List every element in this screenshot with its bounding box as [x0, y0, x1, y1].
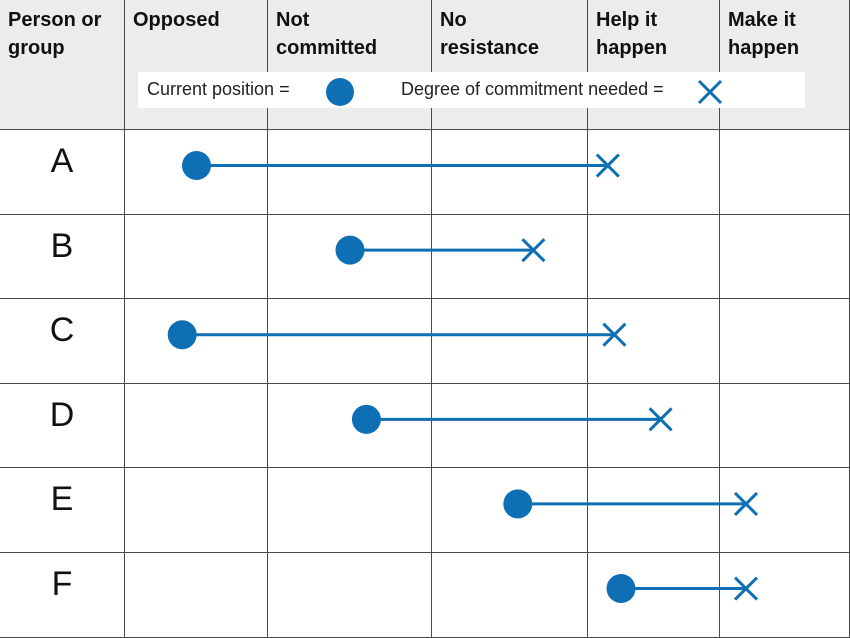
grid-cell [125, 383, 268, 469]
current-position-marker-d [351, 404, 381, 434]
grid-cell [588, 468, 720, 553]
grid-cell [432, 553, 588, 638]
header-label-help: Help it happen [596, 9, 668, 59]
current-position-marker-f [606, 574, 636, 604]
header-cell-person: Person or group [0, 0, 125, 130]
needed-commitment-marker-a [595, 153, 620, 178]
grid-cell [0, 553, 125, 638]
header-label-person: Person or group [8, 9, 102, 59]
current-position-marker-e [503, 489, 533, 519]
row-label-f: F [51, 565, 73, 603]
grid-cell [720, 468, 850, 553]
header-cell-help: Help it happen [588, 0, 720, 130]
row-label-b: B [50, 226, 74, 265]
grid-cell [268, 383, 432, 469]
header-label-no_resistance: No resistance [440, 9, 539, 59]
header-cell-no_resistance: No resistance [432, 0, 588, 130]
grid-cell [268, 130, 432, 215]
grid-cell [588, 130, 720, 215]
filled-circle-icon [326, 78, 354, 106]
row-label-a: A [50, 142, 74, 180]
legend-needed-label: Degree of commitment needed = [401, 79, 664, 99]
header-cell-opposed: Opposed [125, 0, 268, 130]
grid-cell [720, 553, 850, 638]
grid-cell [432, 214, 588, 300]
needed-commitment-marker-d [648, 407, 673, 432]
grid-cell [432, 130, 588, 215]
grid-cell [432, 299, 588, 384]
grid-cell [268, 468, 432, 553]
header-label-opposed: Opposed [133, 9, 220, 31]
current-position-marker-c [167, 320, 197, 350]
header-cell-make: Make it happen [720, 0, 850, 130]
needed-commitment-marker-e [733, 491, 759, 516]
header-cell-not_committed: Not committed [268, 0, 432, 130]
cross-icon [697, 79, 723, 105]
needed-commitment-marker-f [733, 576, 759, 601]
grid-cell [0, 468, 125, 553]
grid-cell [268, 553, 432, 638]
grid-cell [588, 214, 720, 300]
grid-cell [125, 553, 268, 638]
grid-cell [125, 214, 268, 300]
grid-cell [0, 383, 125, 469]
current-position-marker-a [182, 151, 211, 181]
grid-cell [588, 299, 720, 384]
grid-cell [0, 130, 125, 215]
grid-cell [720, 383, 850, 469]
row-label-c: C [49, 311, 75, 350]
current-position-marker-b [335, 235, 365, 265]
legend: Current position = Degree of commitment … [138, 72, 805, 108]
grid-cell [720, 214, 850, 300]
grid-cell [0, 214, 125, 300]
header-label-not_committed: Not committed [276, 9, 378, 59]
needed-commitment-marker-c [602, 322, 627, 347]
grid-cell [720, 299, 850, 384]
grid-cell [0, 299, 125, 384]
grid-cell [432, 383, 588, 469]
legend-current-label: Current position = [147, 79, 290, 99]
row-label-e: E [50, 480, 74, 519]
header-label-make: Make it happen [728, 9, 800, 59]
grid-cell [125, 468, 268, 553]
grid-cell [268, 299, 432, 384]
grid-cell [720, 130, 850, 215]
row-label-d: D [49, 395, 75, 434]
needed-commitment-marker-b [521, 238, 546, 263]
grid-cell [125, 299, 268, 384]
